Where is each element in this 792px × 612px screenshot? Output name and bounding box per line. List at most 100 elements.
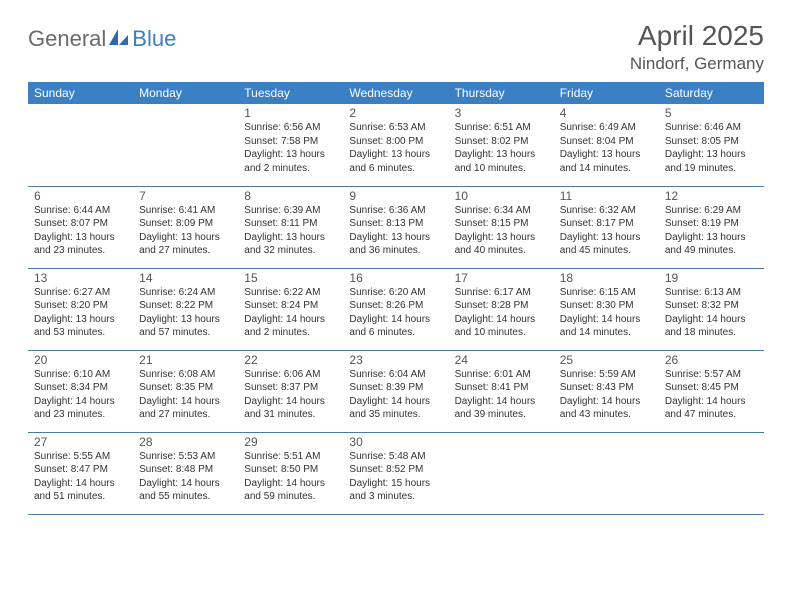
daylight-text: Daylight: 14 hours and 55 minutes.	[139, 477, 232, 504]
calendar-day-cell	[133, 104, 238, 186]
day-info: Sunrise: 6:36 AMSunset: 8:13 PMDaylight:…	[349, 204, 442, 258]
sunrise-text: Sunrise: 6:17 AM	[455, 286, 548, 300]
day-number: 19	[665, 271, 758, 285]
sunset-text: Sunset: 8:17 PM	[560, 217, 653, 231]
daylight-text: Daylight: 15 hours and 3 minutes.	[349, 477, 442, 504]
day-info: Sunrise: 6:27 AMSunset: 8:20 PMDaylight:…	[34, 286, 127, 340]
day-number: 23	[349, 353, 442, 367]
sunset-text: Sunset: 8:41 PM	[455, 381, 548, 395]
day-number: 27	[34, 435, 127, 449]
sunrise-text: Sunrise: 6:32 AM	[560, 204, 653, 218]
calendar-day-cell: 13Sunrise: 6:27 AMSunset: 8:20 PMDayligh…	[28, 268, 133, 350]
sunset-text: Sunset: 8:35 PM	[139, 381, 232, 395]
weekday-header: Saturday	[659, 82, 764, 104]
calendar-day-cell: 24Sunrise: 6:01 AMSunset: 8:41 PMDayligh…	[449, 350, 554, 432]
day-info: Sunrise: 6:29 AMSunset: 8:19 PMDaylight:…	[665, 204, 758, 258]
calendar-day-cell	[659, 432, 764, 514]
day-number: 2	[349, 106, 442, 120]
day-info: Sunrise: 6:46 AMSunset: 8:05 PMDaylight:…	[665, 121, 758, 175]
sunset-text: Sunset: 8:26 PM	[349, 299, 442, 313]
sunset-text: Sunset: 8:05 PM	[665, 135, 758, 149]
weekday-header: Sunday	[28, 82, 133, 104]
day-number: 26	[665, 353, 758, 367]
day-info: Sunrise: 6:13 AMSunset: 8:32 PMDaylight:…	[665, 286, 758, 340]
sunrise-text: Sunrise: 6:51 AM	[455, 121, 548, 135]
day-number: 20	[34, 353, 127, 367]
daylight-text: Daylight: 14 hours and 14 minutes.	[560, 313, 653, 340]
sunset-text: Sunset: 8:48 PM	[139, 463, 232, 477]
day-number: 6	[34, 189, 127, 203]
calendar-day-cell	[28, 104, 133, 186]
sunset-text: Sunset: 8:32 PM	[665, 299, 758, 313]
daylight-text: Daylight: 13 hours and 45 minutes.	[560, 231, 653, 258]
day-info: Sunrise: 6:22 AMSunset: 8:24 PMDaylight:…	[244, 286, 337, 340]
sunset-text: Sunset: 8:04 PM	[560, 135, 653, 149]
daylight-text: Daylight: 13 hours and 10 minutes.	[455, 148, 548, 175]
calendar-day-cell: 1Sunrise: 6:56 AMSunset: 7:58 PMDaylight…	[238, 104, 343, 186]
sunset-text: Sunset: 8:24 PM	[244, 299, 337, 313]
daylight-text: Daylight: 13 hours and 2 minutes.	[244, 148, 337, 175]
sunset-text: Sunset: 8:02 PM	[455, 135, 548, 149]
calendar-day-cell: 3Sunrise: 6:51 AMSunset: 8:02 PMDaylight…	[449, 104, 554, 186]
daylight-text: Daylight: 13 hours and 57 minutes.	[139, 313, 232, 340]
day-number: 29	[244, 435, 337, 449]
day-info: Sunrise: 6:04 AMSunset: 8:39 PMDaylight:…	[349, 368, 442, 422]
calendar-day-cell: 16Sunrise: 6:20 AMSunset: 8:26 PMDayligh…	[343, 268, 448, 350]
sunrise-text: Sunrise: 5:59 AM	[560, 368, 653, 382]
day-number: 25	[560, 353, 653, 367]
day-number: 9	[349, 189, 442, 203]
sunrise-text: Sunrise: 6:15 AM	[560, 286, 653, 300]
day-info: Sunrise: 6:24 AMSunset: 8:22 PMDaylight:…	[139, 286, 232, 340]
sunset-text: Sunset: 8:00 PM	[349, 135, 442, 149]
sunrise-text: Sunrise: 6:39 AM	[244, 204, 337, 218]
daylight-text: Daylight: 14 hours and 2 minutes.	[244, 313, 337, 340]
daylight-text: Daylight: 14 hours and 39 minutes.	[455, 395, 548, 422]
day-info: Sunrise: 5:59 AMSunset: 8:43 PMDaylight:…	[560, 368, 653, 422]
day-info: Sunrise: 5:48 AMSunset: 8:52 PMDaylight:…	[349, 450, 442, 504]
sunrise-text: Sunrise: 6:34 AM	[455, 204, 548, 218]
day-number: 10	[455, 189, 548, 203]
day-number: 21	[139, 353, 232, 367]
daylight-text: Daylight: 13 hours and 49 minutes.	[665, 231, 758, 258]
day-number: 15	[244, 271, 337, 285]
day-number: 3	[455, 106, 548, 120]
day-info: Sunrise: 6:39 AMSunset: 8:11 PMDaylight:…	[244, 204, 337, 258]
calendar-week-row: 20Sunrise: 6:10 AMSunset: 8:34 PMDayligh…	[28, 350, 764, 432]
daylight-text: Daylight: 14 hours and 31 minutes.	[244, 395, 337, 422]
logo-text-general: General	[28, 26, 106, 52]
day-info: Sunrise: 6:51 AMSunset: 8:02 PMDaylight:…	[455, 121, 548, 175]
sunrise-text: Sunrise: 6:10 AM	[34, 368, 127, 382]
calendar-day-cell: 4Sunrise: 6:49 AMSunset: 8:04 PMDaylight…	[554, 104, 659, 186]
sunset-text: Sunset: 8:37 PM	[244, 381, 337, 395]
sunset-text: Sunset: 8:15 PM	[455, 217, 548, 231]
calendar-day-cell: 12Sunrise: 6:29 AMSunset: 8:19 PMDayligh…	[659, 186, 764, 268]
calendar-day-cell: 14Sunrise: 6:24 AMSunset: 8:22 PMDayligh…	[133, 268, 238, 350]
sunset-text: Sunset: 8:39 PM	[349, 381, 442, 395]
sunset-text: Sunset: 8:19 PM	[665, 217, 758, 231]
page-subtitle: Nindorf, Germany	[630, 54, 764, 74]
sunset-text: Sunset: 8:20 PM	[34, 299, 127, 313]
sunrise-text: Sunrise: 6:22 AM	[244, 286, 337, 300]
day-info: Sunrise: 6:17 AMSunset: 8:28 PMDaylight:…	[455, 286, 548, 340]
sunrise-text: Sunrise: 6:27 AM	[34, 286, 127, 300]
sunrise-text: Sunrise: 6:49 AM	[560, 121, 653, 135]
header-bar: General Blue April 2025 Nindorf, Germany	[28, 20, 764, 74]
sunrise-text: Sunrise: 6:04 AM	[349, 368, 442, 382]
day-number: 4	[560, 106, 653, 120]
sunset-text: Sunset: 8:47 PM	[34, 463, 127, 477]
daylight-text: Daylight: 14 hours and 23 minutes.	[34, 395, 127, 422]
sunset-text: Sunset: 8:50 PM	[244, 463, 337, 477]
daylight-text: Daylight: 13 hours and 6 minutes.	[349, 148, 442, 175]
calendar-week-row: 1Sunrise: 6:56 AMSunset: 7:58 PMDaylight…	[28, 104, 764, 186]
sunrise-text: Sunrise: 6:13 AM	[665, 286, 758, 300]
calendar-day-cell: 18Sunrise: 6:15 AMSunset: 8:30 PMDayligh…	[554, 268, 659, 350]
day-number: 17	[455, 271, 548, 285]
sunrise-text: Sunrise: 5:51 AM	[244, 450, 337, 464]
day-info: Sunrise: 6:20 AMSunset: 8:26 PMDaylight:…	[349, 286, 442, 340]
day-number: 16	[349, 271, 442, 285]
day-number: 12	[665, 189, 758, 203]
calendar-week-row: 6Sunrise: 6:44 AMSunset: 8:07 PMDaylight…	[28, 186, 764, 268]
sunrise-text: Sunrise: 6:08 AM	[139, 368, 232, 382]
day-number: 1	[244, 106, 337, 120]
day-number: 14	[139, 271, 232, 285]
